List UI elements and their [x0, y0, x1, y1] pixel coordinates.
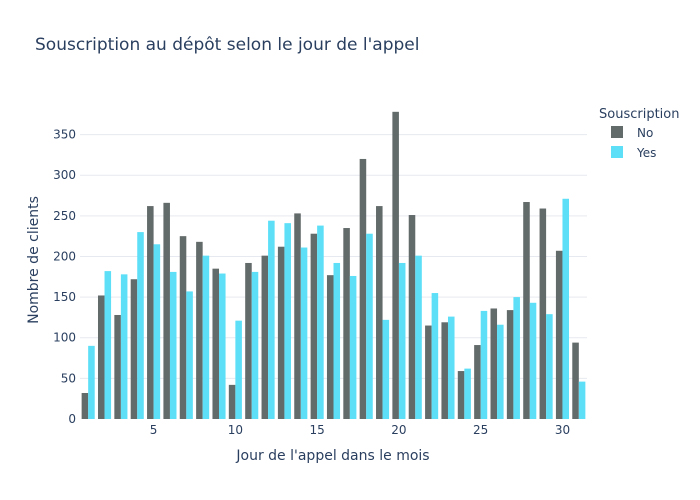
bar-no-day-24[interactable]	[457, 371, 465, 419]
x-tick-25: 25	[473, 423, 488, 437]
bar-no-day-8[interactable]	[196, 241, 203, 419]
y-tick-labels: 0 50 100 150 200 250 300 350	[53, 128, 76, 426]
bar-no-day-29[interactable]	[539, 208, 547, 419]
bar-no-day-16[interactable]	[326, 275, 334, 419]
bar-no-day-3[interactable]	[114, 314, 121, 419]
bar-no-day-20[interactable]	[392, 111, 399, 420]
bar-no-day-12[interactable]	[261, 255, 269, 419]
legend[interactable]: Souscription No Yes	[599, 107, 679, 160]
bar-no-day-10[interactable]	[228, 384, 236, 419]
chart-title: Souscription au dépôt selon le jour de l…	[35, 35, 419, 55]
bar-no-day-18[interactable]	[359, 158, 367, 419]
bar-yes-day-27[interactable]	[513, 297, 520, 419]
x-tick-20: 20	[391, 423, 406, 437]
bar-yes-day-1[interactable]	[88, 345, 95, 419]
bar-yes-day-8[interactable]	[202, 255, 210, 419]
y-tick-350: 350	[53, 128, 76, 142]
bar-no-day-15[interactable]	[310, 233, 318, 419]
legend-title: Souscription	[599, 107, 679, 122]
bar-yes-day-10[interactable]	[235, 320, 242, 419]
bar-yes-day-4[interactable]	[137, 232, 144, 419]
bar-no-day-25[interactable]	[474, 345, 481, 419]
y-tick-250: 250	[53, 209, 76, 223]
bar-no-day-1[interactable]	[81, 392, 89, 419]
y-tick-0: 0	[68, 412, 76, 426]
legend-swatch-yes	[611, 146, 623, 158]
bar-no-day-7[interactable]	[179, 236, 187, 419]
bar-no-day-6[interactable]	[163, 202, 170, 419]
bar-no-day-5[interactable]	[147, 206, 154, 419]
bar-no-day-21[interactable]	[408, 215, 416, 419]
bar-no-day-26[interactable]	[490, 308, 498, 419]
bar-yes-day-28[interactable]	[529, 302, 537, 419]
bar-yes-day-7[interactable]	[186, 291, 193, 419]
bar-yes-day-9[interactable]	[219, 273, 226, 419]
bar-yes-day-23[interactable]	[447, 316, 455, 419]
bar-no-day-9[interactable]	[212, 268, 220, 419]
y-tick-150: 150	[53, 290, 76, 304]
bar-yes-day-14[interactable]	[300, 247, 308, 419]
bar-no-day-27[interactable]	[506, 310, 514, 419]
y-tick-100: 100	[53, 331, 76, 345]
bar-yes-day-2[interactable]	[104, 271, 112, 419]
x-tick-5: 5	[150, 423, 158, 437]
bar-no-day-28[interactable]	[523, 202, 530, 419]
bar-no-day-4[interactable]	[130, 279, 138, 419]
x-tick-labels: 5 10 15 20 25 30	[150, 423, 570, 437]
bar-yes-day-11[interactable]	[251, 271, 259, 419]
bar-no-day-19[interactable]	[376, 206, 383, 419]
bar-yes-day-17[interactable]	[349, 275, 357, 419]
bar-yes-day-31[interactable]	[578, 381, 586, 419]
bar-yes-day-13[interactable]	[284, 223, 291, 419]
bar-no-day-2[interactable]	[97, 295, 105, 419]
legend-item-yes[interactable]: Yes	[611, 146, 656, 160]
bar-no-day-13[interactable]	[277, 246, 285, 419]
bar-yes-day-25[interactable]	[480, 310, 488, 419]
legend-label-yes: Yes	[636, 146, 656, 160]
bar-yes-day-18[interactable]	[366, 233, 373, 419]
x-tick-10: 10	[228, 423, 243, 437]
bar-yes-day-19[interactable]	[382, 319, 390, 419]
bar-yes-day-6[interactable]	[169, 271, 177, 419]
bar-no-day-14[interactable]	[294, 213, 301, 419]
bar-yes-day-15[interactable]	[317, 225, 324, 419]
bar-yes-day-16[interactable]	[333, 262, 341, 419]
bar-no-day-17[interactable]	[343, 228, 350, 419]
legend-item-no[interactable]: No	[611, 126, 653, 140]
bar-no-day-22[interactable]	[425, 325, 432, 419]
bar-no-day-11[interactable]	[245, 262, 252, 419]
bar-yes-day-30[interactable]	[562, 198, 570, 419]
bar-yes-day-29[interactable]	[546, 314, 553, 419]
legend-label-no: No	[637, 126, 653, 140]
bar-no-day-31[interactable]	[572, 342, 579, 419]
bars-group	[81, 111, 586, 420]
bar-yes-day-12[interactable]	[268, 220, 275, 419]
bar-yes-day-26[interactable]	[497, 324, 504, 419]
bar-yes-day-21[interactable]	[415, 255, 422, 419]
bar-yes-day-22[interactable]	[431, 293, 439, 419]
bar-no-day-23[interactable]	[441, 322, 448, 419]
y-tick-50: 50	[61, 371, 76, 385]
y-tick-300: 300	[53, 168, 76, 182]
legend-swatch-no	[611, 126, 623, 138]
y-axis-title: Nombre de clients	[26, 196, 42, 324]
bar-yes-day-5[interactable]	[153, 244, 161, 419]
bar-no-day-30[interactable]	[555, 250, 563, 419]
bar-yes-day-3[interactable]	[120, 274, 128, 419]
y-tick-200: 200	[53, 249, 76, 263]
x-tick-30: 30	[555, 423, 570, 437]
x-tick-15: 15	[310, 423, 325, 437]
bar-yes-day-20[interactable]	[398, 262, 406, 419]
bar-yes-day-24[interactable]	[464, 368, 471, 419]
x-axis-title: Jour de l'appel dans le mois	[235, 448, 429, 464]
